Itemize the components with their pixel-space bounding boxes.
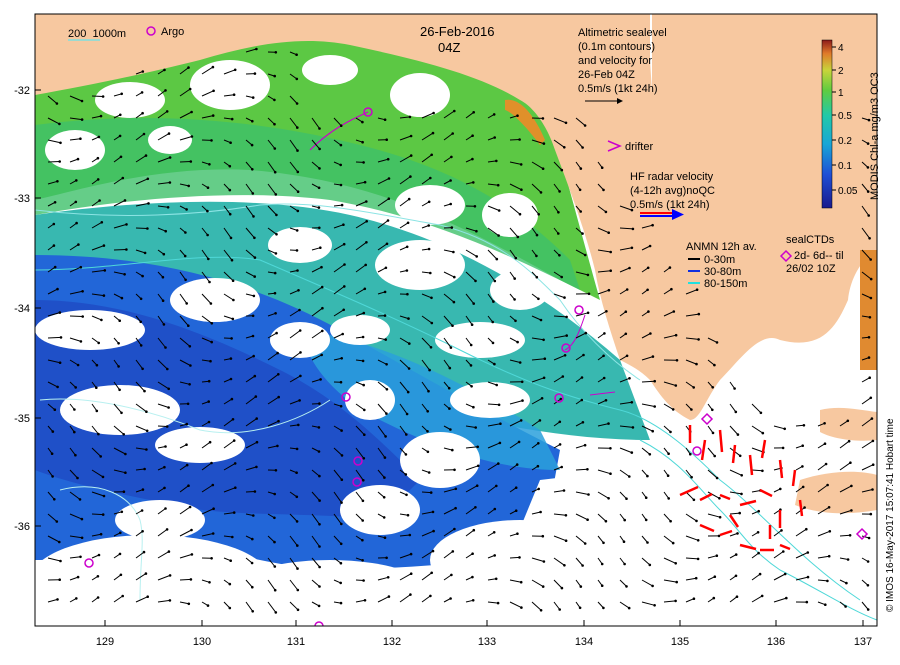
velocity-arrow — [158, 426, 167, 427]
velocity-arrow — [136, 228, 147, 229]
y-tick-label: -35 — [14, 413, 30, 425]
argo-legend-label: Argo — [161, 26, 184, 38]
x-tick-label: 132 — [383, 636, 401, 648]
velocity-arrow — [246, 492, 255, 493]
x-tick-label: 136 — [767, 636, 785, 648]
colorbar-tick-label: 0.5 — [838, 111, 852, 122]
velocity-arrow — [48, 162, 60, 163]
y-tick-label: -34 — [14, 303, 30, 315]
velocity-arrow — [92, 514, 103, 515]
credit-text: © IMOS 16-May-2017 15:07:41 Hobart time — [885, 418, 896, 612]
map-time: 04Z — [438, 40, 460, 55]
x-tick-label: 130 — [193, 636, 211, 648]
altimetric-line5: 0.5m/s (1kt 24h) — [578, 83, 657, 95]
colorbar-title: MODIS Chl-a mg/m3 OC3 — [869, 72, 881, 200]
velocity-arrow — [70, 316, 83, 317]
velocity-arrow — [180, 579, 191, 580]
altimetric-line2: (0.1m contours) — [578, 41, 655, 53]
altimetric-line4: 26-Feb 04Z — [578, 69, 635, 81]
velocity-arrow — [510, 140, 520, 141]
x-tick-label: 133 — [478, 636, 496, 648]
sealctd-line1: sealCTDs — [786, 234, 835, 246]
anmn-row2: 30-80m — [704, 266, 741, 278]
contour-legend: 200 1000m — [68, 28, 126, 40]
anmn-row3: 80-150m — [704, 278, 747, 290]
velocity-arrow — [510, 557, 520, 558]
colorbar-tick-label: 0.1 — [838, 161, 852, 172]
velocity-arrow — [180, 162, 191, 163]
x-tick-label: 134 — [575, 636, 593, 648]
colorbar-tick-label: 0.05 — [838, 186, 858, 197]
velocity-arrow — [422, 492, 431, 493]
velocity-arrow — [840, 535, 850, 536]
colorbar-tick-label: 0.2 — [838, 136, 852, 147]
hf-line3: 0.5m/s (1kt 24h) — [630, 199, 709, 211]
sealctd-line2: 2d- 6d-- til — [794, 250, 844, 262]
velocity-arrow — [92, 96, 103, 97]
colorbar-tick-label: 4 — [838, 43, 844, 54]
colorbar-tick-label: 2 — [838, 66, 844, 77]
map-date: 26-Feb-2016 — [420, 24, 494, 39]
anmn-row1: 0-30m — [704, 254, 735, 266]
y-tick-label: -32 — [14, 85, 30, 97]
velocity-arrow — [114, 250, 126, 251]
x-tick-label: 137 — [854, 636, 872, 648]
velocity-arrow — [48, 337, 61, 338]
x-tick-label: 131 — [287, 636, 305, 648]
drifter-legend-label: drifter — [625, 141, 653, 153]
colorbar-tick-label: 1 — [838, 88, 844, 99]
x-tick-label: 129 — [96, 636, 114, 648]
map-plot-area — [30, 14, 877, 640]
x-tick-label: 135 — [671, 636, 689, 648]
sealctd-legend: sealCTDs 2d- 6d-- til 26/02 10Z — [781, 234, 844, 275]
y-tick-label: -36 — [14, 521, 30, 533]
y-tick-label: -33 — [14, 193, 30, 205]
altimetric-line3: and velocity for — [578, 55, 652, 67]
hf-line2: (4-12h avg)noQC — [630, 185, 715, 197]
anmn-title: ANMN 12h av. — [686, 241, 757, 253]
sealctd-line3: 26/02 10Z — [786, 263, 836, 275]
velocity-arrow — [576, 469, 587, 470]
altimetric-line1: Altimetric sealevel — [578, 27, 667, 39]
hf-line1: HF radar velocity — [630, 171, 714, 183]
